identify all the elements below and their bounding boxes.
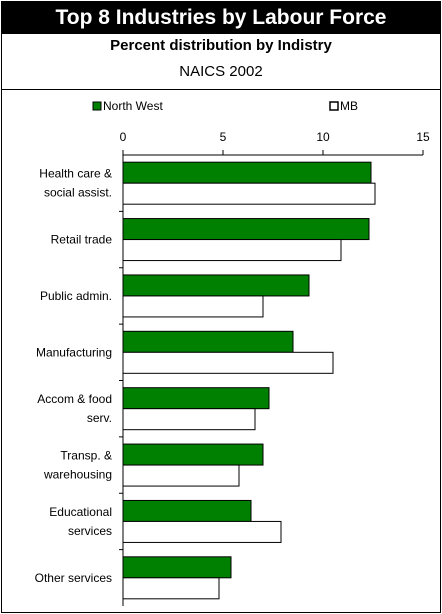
- chart-title: Top 8 Industries by Labour Force: [2, 2, 440, 34]
- bar-north-west: [122, 387, 270, 410]
- bar-mb: [122, 408, 256, 431]
- header-separator: [2, 89, 440, 90]
- bar-mb: [122, 239, 342, 262]
- category-label: Other services: [35, 571, 112, 585]
- bar-north-west: [122, 218, 370, 241]
- chart-subtitle-2: NAICS 2002: [179, 63, 263, 80]
- bar-mb: [122, 464, 240, 487]
- x-tick-label: 5: [220, 130, 227, 144]
- legend-swatch-mb: [329, 101, 339, 111]
- bar-mb: [122, 577, 220, 600]
- category-label: Accom & food serv.: [37, 392, 112, 425]
- category-label: Retail trade: [51, 233, 113, 247]
- bar-mb: [122, 520, 282, 543]
- bar-north-west: [122, 330, 294, 353]
- x-tick-label: 10: [316, 130, 330, 144]
- legend-label-mb: MB: [340, 99, 358, 113]
- bar-north-west: [122, 556, 232, 579]
- legend-swatch-north-west: [92, 101, 102, 111]
- category-label: Public admin.: [40, 289, 112, 303]
- bar-mb: [122, 295, 264, 318]
- bar-mb: [122, 182, 376, 205]
- chart-subtitle: Percent distribution by Indistry: [110, 37, 332, 54]
- bar-north-west: [122, 443, 264, 466]
- x-tick-label: 15: [416, 130, 430, 144]
- bar-north-west: [122, 499, 252, 522]
- category-label: Manufacturing: [36, 345, 112, 359]
- bar-north-west: [122, 161, 372, 184]
- bar-north-west: [122, 274, 310, 297]
- category-label: Educational services: [49, 505, 112, 538]
- category-label: Transp. & warehousing: [43, 449, 112, 482]
- x-tick-label: 0: [120, 130, 127, 144]
- bar-mb: [122, 351, 334, 374]
- category-label: Health care & social assist.: [39, 167, 112, 200]
- legend-label-north-west: North West: [103, 99, 163, 113]
